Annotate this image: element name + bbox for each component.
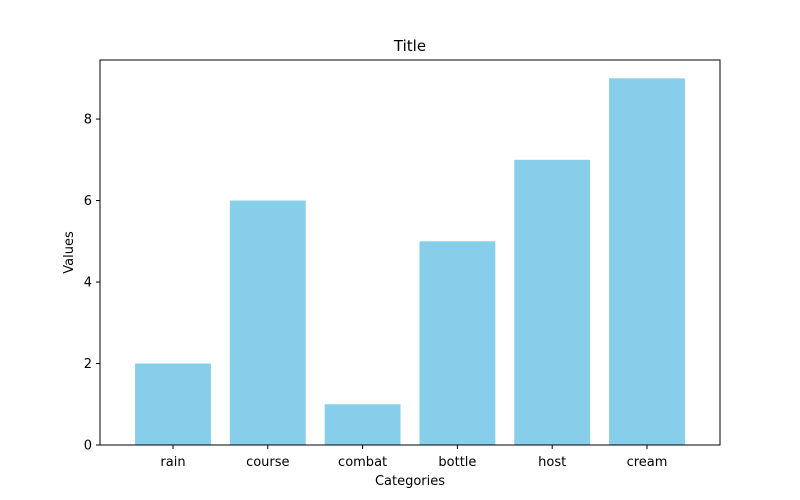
plot-frame <box>99 59 721 446</box>
x-tick-label: combat <box>338 455 387 470</box>
y-tick-label: 6 <box>84 194 92 209</box>
y-tick-label: 4 <box>84 276 92 291</box>
y-tick-label: 2 <box>84 357 92 372</box>
y-axis-label: Values <box>62 231 77 274</box>
x-tick-label: course <box>246 455 289 470</box>
bar-bottle <box>419 241 496 445</box>
x-tick-label: cream <box>627 455 668 470</box>
x-tick-label: rain <box>160 455 185 470</box>
chart-title: Title <box>393 37 426 55</box>
bar-rain <box>135 363 211 445</box>
x-tick-label: bottle <box>438 455 476 470</box>
y-tick-label: 8 <box>84 113 92 128</box>
x-axis-ticks: rain course combat bottle host cream <box>160 445 667 470</box>
y-axis-ticks: 0 2 4 6 8 <box>84 113 100 454</box>
bar-combat <box>324 404 401 445</box>
bars-group <box>135 78 685 445</box>
bar-course <box>229 200 306 445</box>
x-tick-label: host <box>538 455 566 470</box>
bar-host <box>514 159 591 445</box>
bar-cream <box>609 78 685 445</box>
x-axis-label: Categories <box>375 474 445 489</box>
y-tick-label: 0 <box>84 439 92 454</box>
